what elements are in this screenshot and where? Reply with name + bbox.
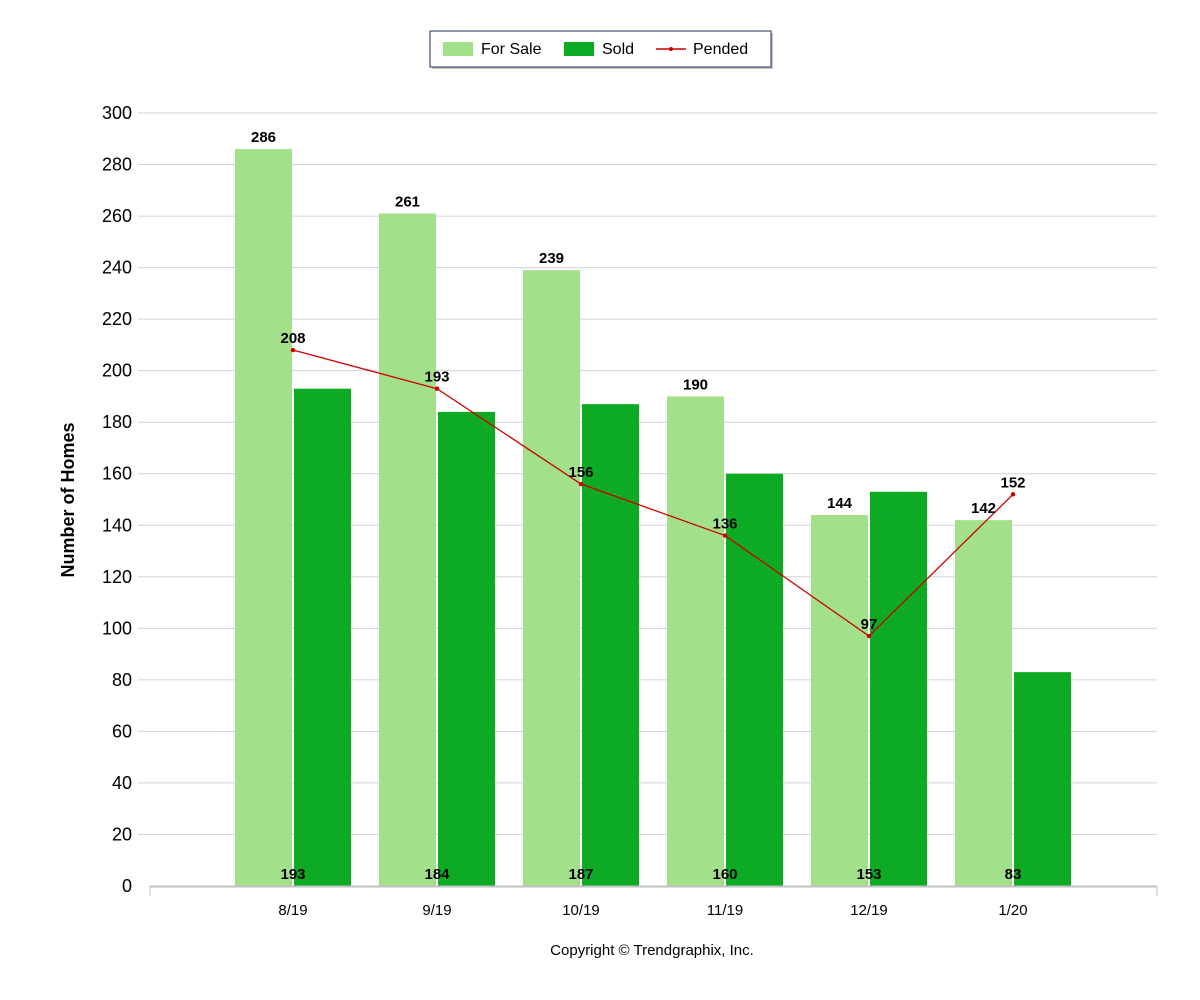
legend: For Sale Sold Pended — [429, 30, 773, 69]
y-tick-label: 180 — [102, 412, 132, 432]
data-label-sold: 187 — [568, 866, 593, 883]
y-tick-label: 60 — [112, 721, 132, 741]
y-axis-title: Number of Homes — [58, 422, 78, 577]
legend-marker — [669, 47, 673, 51]
x-tick-label: 11/19 — [707, 902, 743, 919]
data-label-pended: 193 — [424, 369, 449, 386]
x-tick-label: 12/19 — [850, 902, 888, 919]
data-label-for-sale: 261 — [395, 193, 420, 210]
data-label-pended: 136 — [712, 516, 737, 533]
legend-label: Pended — [693, 41, 748, 58]
y-tick-label: 140 — [102, 515, 132, 535]
bar-sold — [582, 404, 639, 886]
y-tick-label: 280 — [102, 155, 132, 175]
data-label-pended: 97 — [861, 616, 878, 633]
pended-series-line — [292, 349, 1014, 637]
data-label-sold: 193 — [280, 866, 305, 883]
y-tick-label: 300 — [102, 103, 132, 123]
data-label-sold: 160 — [712, 866, 737, 883]
data-label-pended: 208 — [280, 330, 305, 347]
bar-sold — [438, 411, 495, 886]
x-tick-label: 9/19 — [422, 902, 451, 919]
data-label-for-sale: 142 — [971, 500, 996, 517]
x-tick-label: 1/20 — [998, 902, 1027, 919]
x-axis: 8/19 9/19 10/19 11/19 12/19 1/20 — [149, 885, 1158, 919]
legend-label: For Sale — [481, 41, 542, 58]
y-tick-label: 0 — [122, 876, 132, 896]
data-label-pended: 156 — [568, 464, 593, 481]
bar-sold — [870, 491, 927, 886]
y-tick-label: 120 — [102, 567, 132, 587]
y-axis-ticks: 0 20 40 60 80 100 120 140 160 180 200 220 240 260 280 3… — [102, 103, 132, 896]
data-label-for-sale: 190 — [683, 376, 708, 393]
legend-swatch — [443, 42, 473, 56]
y-tick-label: 80 — [112, 670, 132, 690]
bar-sold — [1014, 672, 1071, 886]
data-label-sold: 184 — [424, 866, 450, 883]
pended-point — [1010, 492, 1016, 497]
data-label-for-sale: 239 — [539, 250, 564, 267]
data-label-sold: 83 — [1005, 866, 1022, 883]
pended-point — [722, 533, 728, 538]
y-tick-label: 40 — [112, 773, 132, 793]
x-tick-label: 10/19 — [562, 902, 600, 919]
pended-point — [578, 481, 584, 487]
bar-sold — [726, 473, 783, 886]
y-tick-label: 240 — [102, 258, 132, 278]
bar-for-sale — [235, 149, 292, 886]
bar-for-sale — [667, 396, 724, 886]
bar-for-sale — [523, 270, 580, 887]
x-tick-label: 8/19 — [278, 902, 307, 919]
y-tick-label: 100 — [102, 618, 132, 638]
y-tick-label: 220 — [102, 309, 132, 329]
y-tick-label: 20 — [112, 824, 132, 844]
y-tick-label: 200 — [102, 361, 132, 381]
bar-for-sale — [811, 514, 868, 886]
data-label-for-sale: 144 — [827, 495, 853, 512]
legend-label: Sold — [602, 41, 634, 58]
pended-line — [290, 347, 1016, 639]
y-tick-label: 160 — [102, 464, 132, 484]
data-label-pended: 152 — [1000, 474, 1025, 491]
pended-point — [290, 347, 296, 353]
legend-box — [429, 30, 772, 68]
bars — [235, 149, 1071, 887]
data-labels: 286 193 261 184 239 187 190 160 144 153 142 83 208 19… — [251, 129, 1026, 883]
y-tick-label: 260 — [102, 206, 132, 226]
pended-point — [434, 386, 440, 391]
legend-swatch — [564, 42, 594, 56]
data-label-sold: 153 — [856, 866, 881, 883]
bar-for-sale — [379, 213, 436, 887]
bar-for-sale — [955, 520, 1012, 886]
data-label-for-sale: 286 — [251, 129, 276, 146]
copyright-text: Copyright © Trendgraphix, Inc. — [550, 942, 754, 959]
pended-point — [866, 633, 872, 639]
bar-sold — [294, 388, 351, 886]
